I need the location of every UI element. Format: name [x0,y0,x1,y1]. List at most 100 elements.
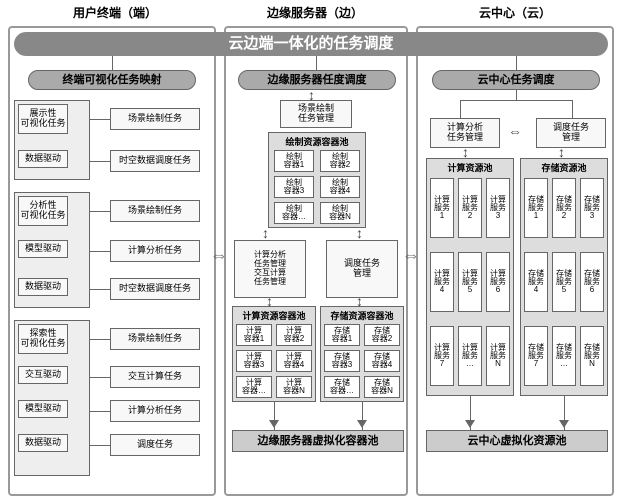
diagram-canvas: 用户终端（端） 边缘服务器（边） 云中心（云） 云边端一体化的任务调度 终端可视… [0,0,620,502]
c2-rp-5: 绘制 容器N [320,202,360,224]
c3-sp-0: 存储 服务 1 [524,178,548,238]
top-banner: 云边端一体化的任务调度 [14,32,608,56]
c3-sp-2: 存储 服务 3 [580,178,604,238]
line [112,56,113,70]
c1-g1-l0: 展示性 可视化任务 [18,104,68,134]
line [90,445,110,446]
c2-right-mgmt: 调度任务 管理 [326,240,398,298]
c2-top-mgmt: 场景绘制 任务管理 [280,100,352,128]
c2-cp-3: 计算 容器4 [276,350,312,372]
c3-cp-7: 计算 服务 … [458,326,482,386]
subhdr-col3: 云中心任务调度 [432,70,600,90]
updown-arrow-icon: ↕ [558,144,565,160]
line [90,411,110,412]
c2-rp-1: 绘制 容器2 [320,150,360,172]
c1-g3-l2: 模型驱动 [18,400,68,418]
c3-cp-6: 计算 服务 7 [430,326,454,386]
updown-arrow-icon: ↕ [308,87,315,103]
c3-sp-3: 存储 服务 4 [524,252,548,312]
dbl-arrow-icon: ⇔ [210,245,228,266]
line [90,251,110,252]
arrow-down-icon [269,420,279,428]
c3-cp-title: 计算资源池 [428,161,512,174]
c1-g2-l1: 模型驱动 [18,240,68,258]
line [90,377,110,378]
updown-arrow-icon: ↕ [356,225,363,241]
c1-g3-l1: 交互驱动 [18,366,68,384]
c2-sp-4: 存储 容器… [324,376,360,398]
c2-sp-0: 存储 容器1 [324,324,360,346]
c2-sp-1: 存储 容器2 [364,324,400,346]
c3-sp-4: 存储 服务 5 [552,252,576,312]
c3-cp-8: 计算 服务 N [486,326,510,386]
c1-g2-r1: 计算分析任务 [110,240,200,262]
c1-g2-r2: 时空数据调度任务 [110,278,200,300]
c2-rp-2: 绘制 容器3 [274,176,314,198]
c3-sp-6: 存储 服务 7 [524,326,548,386]
c2-sp-title: 存储资源容器池 [322,309,402,322]
c2-cp-0: 计算 容器1 [236,324,272,346]
line [90,289,110,290]
line [90,211,110,212]
header-col3: 云中心（云） [420,4,610,21]
c2-sp-3: 存储 容器4 [364,350,400,372]
c2-cp-2: 计算 容器3 [236,350,272,372]
c3-bottom: 云中心虚拟化资源池 [426,430,608,452]
updown-arrow-icon: ↕ [262,225,269,241]
subhdr-col2: 边缘服务器任度调度 [238,70,396,90]
c2-rp-4: 绘制 容器… [274,202,314,224]
dbl-arrow-icon: ⇔ [402,245,420,266]
c1-g3-r0: 场景绘制任务 [110,328,200,350]
c2-bottom: 边缘服务器虚拟化容器池 [232,430,404,452]
c3-cp-4: 计算 服务 5 [458,252,482,312]
c1-g1-r0: 场景绘制任务 [110,108,200,130]
c1-g2-l0: 分析性 可视化任务 [18,196,68,226]
line [316,56,317,70]
c3-cp-5: 计算 服务 6 [486,252,510,312]
updown-arrow-icon: ↕ [356,293,363,309]
c3-cp-1: 计算 服务 2 [458,178,482,238]
c3-cp-0: 计算 服务 1 [430,178,454,238]
c1-g2-l2: 数据驱动 [18,278,68,296]
c1-g3-l0: 探索性 可视化任务 [18,324,68,354]
updown-arrow-icon: ↕ [462,144,469,160]
c3-sp-5: 存储 服务 6 [580,252,604,312]
c2-cp-4: 计算 容器… [236,376,272,398]
c1-g3-r2: 计算分析任务 [110,400,200,422]
c2-cp-1: 计算 容器2 [276,324,312,346]
c1-g2-r0: 场景绘制任务 [110,200,200,222]
arrow-down-icon [559,420,569,428]
line [460,100,572,101]
c3-cp-2: 计算 服务 3 [486,178,510,238]
line [516,90,517,100]
c3-mgmt-right: 调度任务 管理 [536,118,606,148]
c3-cp-3: 计算 服务 4 [430,252,454,312]
c2-cp-5: 计算 容器N [276,376,312,398]
c2-cp-title: 计算资源容器池 [234,309,314,322]
c2-left-mgmt: 计算分析 任务管理 交互计算 任务管理 [234,240,306,298]
line [516,56,517,70]
line [90,339,110,340]
c2-rp-3: 绘制 容器4 [320,176,360,198]
line [572,100,573,118]
c3-sp-1: 存储 服务 2 [552,178,576,238]
subhdr-col1: 终端可视化任务映射 [28,70,196,90]
c1-g1-r1: 时空数据调度任务 [110,150,200,172]
c2-sp-5: 存储 容器N [364,376,400,398]
line [90,119,110,120]
c3-sp-title: 存储资源池 [522,161,606,174]
c3-sp-8: 存储 服务 N [580,326,604,386]
header-col2: 边缘服务器（边） [225,4,405,21]
c2-render-pool-title: 绘制资源容器池 [272,135,362,148]
c2-sp-2: 存储 容器3 [324,350,360,372]
c3-sp-7: 存储 服务 … [552,326,576,386]
arrow-down-icon [357,420,367,428]
line [90,161,110,162]
c1-g1-l1: 数据驱动 [18,150,68,168]
line [460,100,461,118]
updown-arrow-icon: ↕ [266,293,273,309]
header-col1: 用户终端（端） [20,4,210,21]
arrow-down-icon [465,420,475,428]
c2-rp-0: 绘制 容器1 [274,150,314,172]
lr-arrow-icon: ⇔ [508,123,522,139]
